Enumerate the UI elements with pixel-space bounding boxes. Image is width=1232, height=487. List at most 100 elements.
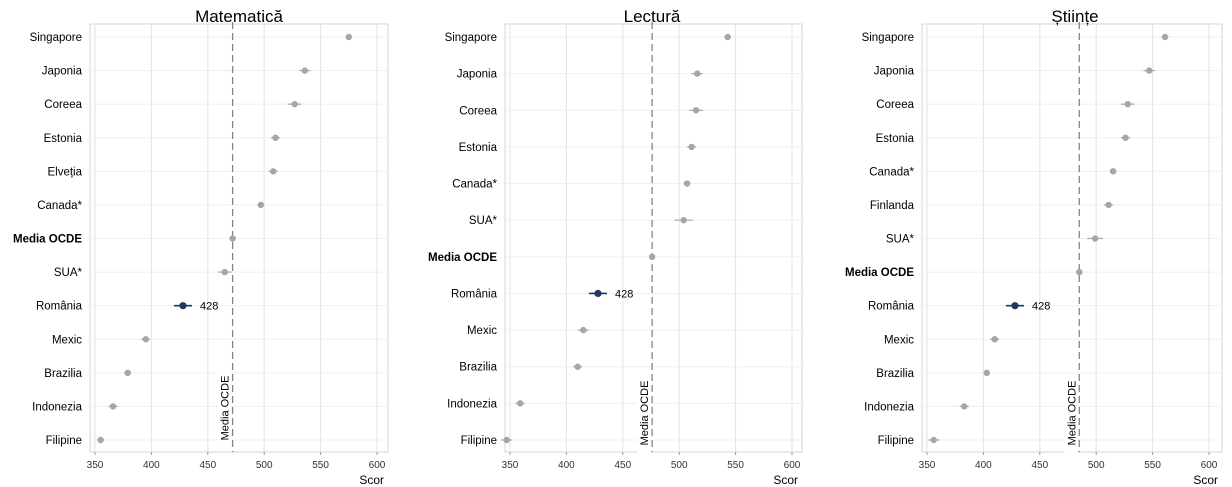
data-point	[688, 143, 695, 151]
data-point	[574, 363, 581, 370]
data-point	[291, 100, 298, 108]
data-point	[692, 107, 700, 114]
data-point	[124, 369, 131, 377]
category-label: Singapore	[862, 32, 914, 44]
category-label: SUA*	[469, 215, 498, 227]
category-label: Filipine	[461, 435, 497, 447]
data-point	[272, 134, 279, 141]
data-point	[680, 216, 687, 224]
category-label: Japonia	[457, 69, 498, 81]
data-point	[991, 336, 998, 343]
category-label: România	[36, 301, 83, 313]
highlight-value-label: 428	[200, 301, 218, 313]
category-label: Canada*	[452, 179, 497, 191]
x-axis-label: Scor	[359, 473, 384, 487]
highlight-point	[1011, 302, 1019, 310]
data-point	[983, 369, 990, 377]
category-label: Filipine	[878, 435, 914, 447]
category-label: Media OCDE	[845, 267, 914, 279]
oecd-label-bg	[1064, 375, 1078, 453]
category-label: Brazilia	[459, 362, 497, 374]
highlight-value-label: 428	[1032, 301, 1050, 313]
category-label: Brazilia	[876, 368, 914, 380]
category-label: Canada*	[37, 200, 82, 212]
x-tick-label: 550	[1144, 460, 1161, 471]
x-tick-label: 600	[1201, 460, 1218, 471]
data-point	[1105, 201, 1112, 209]
data-point	[270, 168, 277, 175]
chart-title: Științe	[1051, 7, 1098, 26]
data-point	[1109, 168, 1117, 175]
category-label: Mexic	[884, 334, 914, 346]
category-label: Indonezia	[864, 401, 914, 413]
x-tick-label: 400	[975, 460, 992, 471]
x-tick-label: 350	[919, 460, 936, 471]
category-label: România	[451, 288, 498, 300]
category-label: Japonia	[42, 66, 83, 78]
x-tick-label: 350	[502, 460, 519, 471]
data-point	[1161, 33, 1169, 41]
category-label: SUA*	[886, 234, 915, 246]
oecd-label-bg	[637, 375, 651, 453]
oecd-mean-label: Media OCDE	[220, 376, 232, 441]
highlight-value-label: 428	[615, 288, 633, 300]
plot-area	[504, 23, 803, 453]
category-label: Brazilia	[44, 368, 82, 380]
category-label: Singapore	[445, 32, 497, 44]
x-tick-label: 450	[1031, 460, 1048, 471]
data-point	[683, 180, 691, 187]
category-label: Indonezia	[447, 398, 497, 410]
data-point	[930, 436, 937, 444]
data-point	[221, 268, 228, 276]
x-tick-label: 450	[199, 460, 216, 471]
highlight-point	[594, 289, 602, 298]
category-label: Estonia	[459, 142, 498, 154]
category-label: Mexic	[52, 334, 82, 346]
category-label: Filipine	[46, 435, 82, 447]
data-point	[257, 201, 265, 209]
x-tick-label: 450	[614, 460, 631, 471]
data-point	[694, 70, 701, 77]
chart-title: Matematică	[195, 7, 283, 26]
x-tick-label: 500	[1088, 460, 1105, 471]
data-point	[724, 33, 731, 41]
category-label: Media OCDE	[13, 234, 82, 246]
data-point	[345, 33, 352, 41]
category-label: Mexic	[467, 325, 497, 337]
x-tick-label: 500	[671, 460, 688, 471]
category-label: România	[868, 301, 915, 313]
oecd-label-bg	[217, 370, 231, 448]
highlight-point	[179, 302, 187, 310]
category-label: Coreea	[459, 105, 497, 117]
data-point	[97, 436, 104, 444]
data-point	[1124, 100, 1131, 108]
category-label: Estonia	[44, 133, 83, 145]
x-tick-label: 500	[256, 460, 273, 471]
category-label: Media OCDE	[428, 252, 497, 264]
x-tick-label: 600	[784, 460, 801, 471]
data-point	[961, 403, 968, 410]
chart-title: Lectură	[624, 7, 681, 26]
data-point	[1122, 134, 1129, 141]
x-axis-label: Scor	[1193, 473, 1218, 487]
data-point	[503, 436, 510, 444]
data-point	[580, 326, 587, 334]
x-tick-label: 600	[369, 460, 386, 471]
data-point	[516, 400, 524, 407]
data-point	[648, 253, 656, 261]
category-label: Indonezia	[32, 401, 82, 413]
chart-panel-1: Matematică Media OCDE Singapore Japonia Core…	[13, 7, 389, 487]
category-label: Canada*	[869, 166, 914, 178]
data-point	[229, 235, 236, 242]
data-point	[1091, 235, 1099, 242]
x-tick-label: 350	[87, 460, 104, 471]
x-axis-label: Scor	[773, 473, 798, 487]
chart-panel-2: Lectură Media OCDE Singapore Japonia Coreea E…	[428, 7, 803, 487]
category-label: SUA*	[54, 267, 83, 279]
category-label: Japonia	[874, 66, 915, 78]
data-point	[142, 336, 149, 343]
category-label: Elveția	[47, 166, 82, 178]
data-point	[301, 67, 309, 74]
data-point	[1146, 67, 1153, 74]
